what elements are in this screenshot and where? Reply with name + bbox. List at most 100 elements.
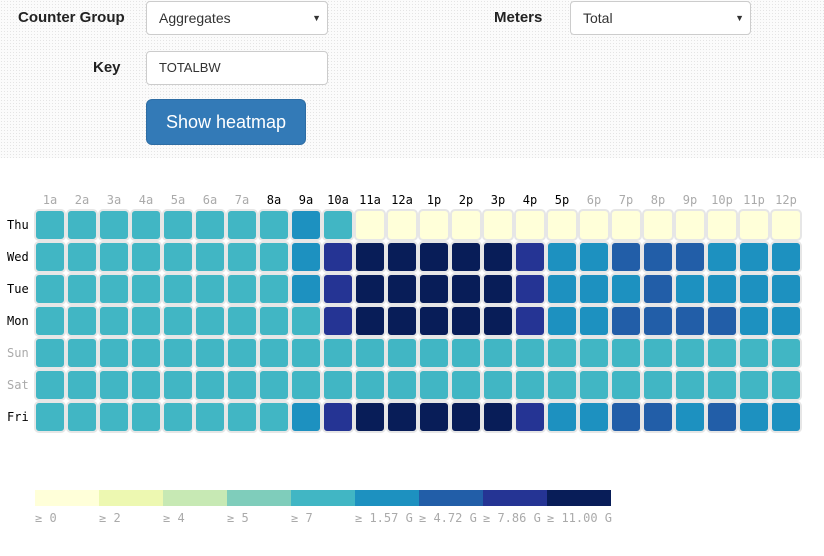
- hour-label: 6a: [203, 193, 217, 207]
- hour-label: 11p: [743, 193, 765, 207]
- legend-label: ≥ 11.00 G: [547, 511, 612, 525]
- legend-swatch: [419, 490, 483, 506]
- heatmap-cell: [162, 401, 194, 433]
- heatmap-cell: [450, 209, 482, 241]
- heatmap-cell: [674, 273, 706, 305]
- heatmap-chart: 1a 2a 3a 4a 5a 6a 7a 8a 9a 10a 11a 12a 1p 2p 3p 4p 5p 6p 7…: [7, 193, 802, 433]
- key-input[interactable]: TOTALBW: [146, 51, 328, 85]
- heatmap-cell: [482, 273, 514, 305]
- heatmap-cell: [770, 273, 802, 305]
- hour-label: 2a: [75, 193, 89, 207]
- legend-swatch: [99, 490, 163, 506]
- legend-label: ≥ 0: [35, 511, 57, 525]
- heatmap-cell: [34, 209, 66, 241]
- heatmap-cell: [642, 273, 674, 305]
- heatmap-cell: [194, 241, 226, 273]
- heatmap-cell: [482, 241, 514, 273]
- heatmap-cell: [418, 241, 450, 273]
- heatmap-cell: [642, 337, 674, 369]
- heatmap-cell: [738, 369, 770, 401]
- heatmap-cell: [514, 337, 546, 369]
- heatmap-cell: [418, 273, 450, 305]
- hour-label: 2p: [459, 193, 473, 207]
- heatmap-cell: [738, 401, 770, 433]
- heatmap-cell: [706, 273, 738, 305]
- heatmap-cell: [450, 305, 482, 337]
- hour-label: 10p: [711, 193, 733, 207]
- heatmap-cell: [738, 241, 770, 273]
- heatmap-cell: [642, 401, 674, 433]
- heatmap-cell: [514, 273, 546, 305]
- heatmap-cell: [130, 305, 162, 337]
- heatmap-cell: [162, 273, 194, 305]
- show-heatmap-button[interactable]: Show heatmap: [146, 99, 306, 145]
- heatmap-cell: [674, 209, 706, 241]
- heatmap-cell: [642, 369, 674, 401]
- heatmap-cell: [354, 369, 386, 401]
- heatmap-cell: [386, 305, 418, 337]
- heatmap-cell: [450, 337, 482, 369]
- heatmap-cell: [322, 209, 354, 241]
- heatmap-cell: [290, 369, 322, 401]
- heatmap-cell: [34, 273, 66, 305]
- hour-label: 7a: [235, 193, 249, 207]
- counter-group-label: Counter Group: [18, 9, 125, 26]
- heatmap-cell: [738, 209, 770, 241]
- heatmap-cell: [738, 305, 770, 337]
- legend-swatch: [291, 490, 355, 506]
- heatmap-cell: [354, 273, 386, 305]
- heatmap-cell: [610, 369, 642, 401]
- day-label: Sun: [7, 346, 29, 360]
- hour-label: 12a: [391, 193, 413, 207]
- heatmap-cell: [290, 337, 322, 369]
- legend-label: ≥ 4.72 G: [419, 511, 477, 525]
- legend-label: ≥ 1.57 G: [355, 511, 413, 525]
- meters-select[interactable]: Total ▼: [570, 1, 751, 35]
- counter-group-select[interactable]: Aggregates ▼: [146, 1, 328, 35]
- heatmap-cell: [194, 369, 226, 401]
- heatmap-cell: [610, 241, 642, 273]
- heatmap-cell: [674, 241, 706, 273]
- heatmap-cell: [194, 305, 226, 337]
- heatmap-cell: [514, 305, 546, 337]
- heatmap-cell: [514, 241, 546, 273]
- hour-label: 11a: [359, 193, 381, 207]
- heatmap-cell: [194, 337, 226, 369]
- legend-swatch: [163, 490, 227, 506]
- heatmap-cell: [642, 305, 674, 337]
- heatmap-cell: [34, 401, 66, 433]
- heatmap-cell: [98, 401, 130, 433]
- heatmap-cell: [386, 273, 418, 305]
- heatmap-cell: [706, 401, 738, 433]
- heatmap-cell: [610, 209, 642, 241]
- hour-label: 7p: [619, 193, 633, 207]
- heatmap-cell: [514, 209, 546, 241]
- heatmap-cell: [706, 369, 738, 401]
- heatmap-cell: [386, 241, 418, 273]
- hour-label: 12p: [775, 193, 797, 207]
- heatmap-cell: [578, 305, 610, 337]
- heatmap-cell: [610, 337, 642, 369]
- heatmap-cell: [98, 209, 130, 241]
- caret-down-icon: ▼: [735, 13, 744, 23]
- heatmap-cell: [770, 305, 802, 337]
- heatmap-cell: [258, 305, 290, 337]
- heatmap-cell: [546, 369, 578, 401]
- heatmap-cell: [642, 241, 674, 273]
- heatmap-cell: [578, 241, 610, 273]
- heatmap-cell: [546, 337, 578, 369]
- heatmap-cell: [706, 337, 738, 369]
- legend-label: ≥ 4: [163, 511, 185, 525]
- key-label: Key: [93, 59, 121, 76]
- heatmap-cell: [130, 273, 162, 305]
- heatmap-cell: [450, 273, 482, 305]
- heatmap-cell: [418, 305, 450, 337]
- heatmap-cell: [482, 305, 514, 337]
- legend-label: ≥ 5: [227, 511, 249, 525]
- day-label: Fri: [7, 410, 29, 424]
- hour-label: 4p: [523, 193, 537, 207]
- heatmap-cell: [98, 241, 130, 273]
- legend-label: ≥ 7.86 G: [483, 511, 541, 525]
- heatmap-cell: [578, 209, 610, 241]
- heatmap-cell: [418, 401, 450, 433]
